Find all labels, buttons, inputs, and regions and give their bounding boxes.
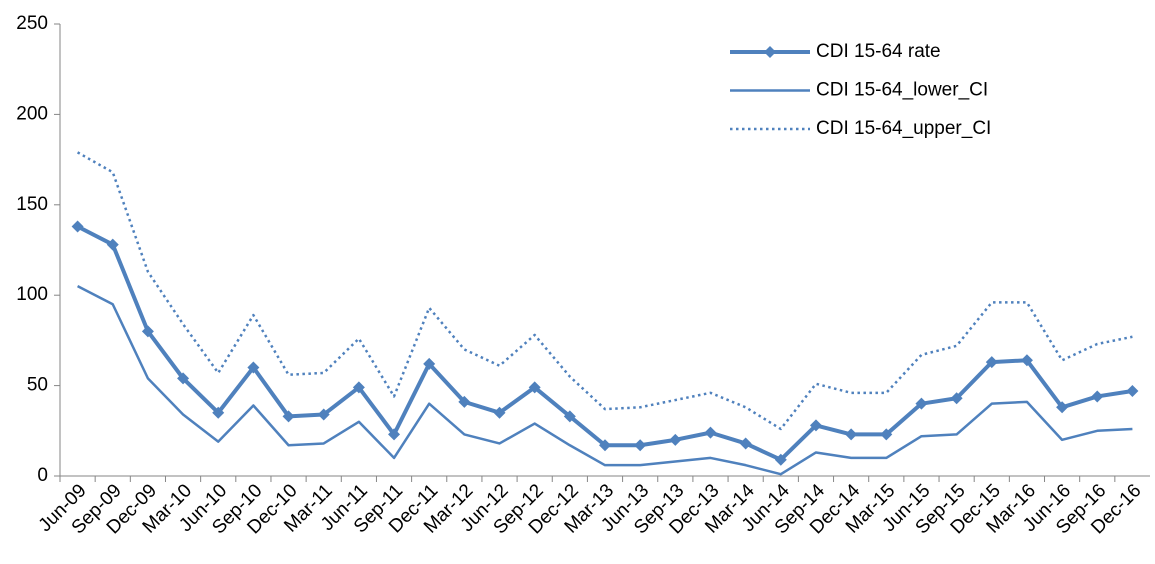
y-tick-label: 0: [37, 465, 48, 486]
legend: CDI 15-64 rate CDI 15-64_lower_CI CDI 15-6…: [730, 41, 991, 139]
point-marker: [880, 428, 893, 441]
y-tick-label: 50: [27, 375, 48, 396]
point-marker: [563, 410, 576, 423]
point-marker: [458, 395, 471, 408]
y-tick-label: 250: [16, 13, 48, 34]
point-marker: [1056, 401, 1069, 414]
y-tick-label: 150: [16, 194, 48, 215]
point-marker: [739, 437, 752, 450]
point-marker: [1126, 385, 1139, 398]
point-marker: [774, 453, 787, 466]
point-marker: [1091, 390, 1104, 403]
point-marker: [282, 410, 295, 423]
legend-label: CDI 15-64_upper_CI: [816, 118, 991, 139]
point-marker: [317, 408, 330, 421]
point-marker: [915, 397, 928, 410]
point-marker: [388, 428, 401, 441]
point-marker: [704, 426, 717, 439]
point-marker: [352, 381, 365, 394]
point-marker: [599, 439, 611, 452]
point-marker: [247, 361, 260, 374]
point-marker: [845, 428, 858, 441]
point-marker: [669, 433, 682, 446]
point-marker: [528, 381, 541, 394]
legend-label: CDI 15-64_lower_CI: [816, 80, 988, 101]
point-marker: [809, 419, 822, 432]
point-marker: [423, 357, 436, 370]
point-marker: [177, 372, 190, 385]
legend-marker: [764, 46, 776, 58]
point-marker: [212, 406, 225, 419]
point-marker: [950, 392, 963, 405]
y-tick-label: 200: [16, 103, 48, 124]
series-line: [76, 151, 1133, 431]
point-marker: [106, 238, 119, 251]
legend-label: CDI 15-64 rate: [816, 41, 941, 62]
y-tick-label: 100: [16, 284, 48, 305]
point-marker: [71, 220, 84, 233]
point-marker: [1020, 354, 1033, 367]
point-marker: [634, 439, 647, 452]
point-marker: [141, 325, 154, 338]
point-marker: [493, 406, 506, 419]
series-line: [77, 285, 1133, 476]
point-marker: [985, 356, 998, 369]
